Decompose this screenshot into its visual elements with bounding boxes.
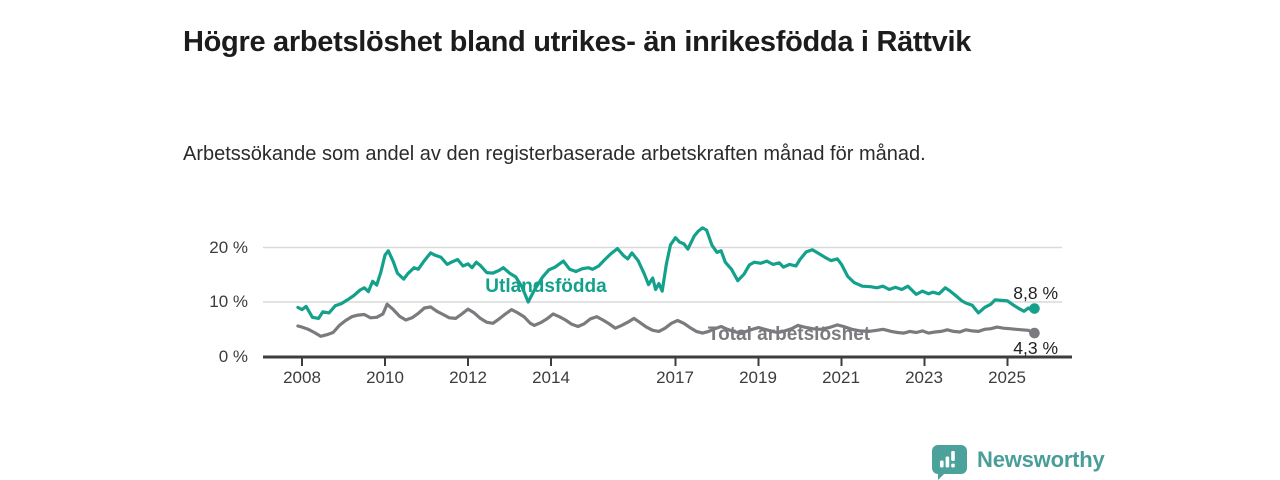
exclamation-dot: [951, 463, 955, 468]
series-label-total-arbetsloshet: Total arbetslöshet: [707, 324, 871, 345]
end-value-label-total: 4,3 %: [1013, 338, 1058, 358]
exclamation-bar: [951, 451, 955, 461]
brand-name: Newsworthy: [977, 447, 1105, 472]
series-label-utlandsfodda: Utlandsfödda: [485, 276, 607, 297]
series-end-dot-0: [1029, 303, 1040, 314]
x-tick-label-2025: 2025: [988, 368, 1026, 387]
series-line-0: [296, 226, 1037, 320]
page-title: Högre arbetslöshet bland utrikes- än inr…: [183, 26, 972, 59]
newsworthy-bubble-chart-icon: [932, 445, 967, 480]
y-tick-label-0: 0 %: [218, 347, 248, 366]
x-tick-label-2021: 2021: [822, 368, 860, 387]
x-tick-label-2023: 2023: [905, 368, 943, 387]
end-value-label-utlandsfodda: 8,8 %: [1013, 283, 1058, 303]
x-tick-label-2012: 2012: [449, 368, 487, 387]
x-tick-label-2010: 2010: [366, 368, 404, 387]
y-tick-label-10: 10 %: [209, 292, 248, 311]
series-end-dot-1: [1029, 327, 1040, 339]
bar-medium: [945, 456, 950, 468]
speech-bubble-shape: [932, 445, 967, 480]
x-tick-label-2014: 2014: [532, 368, 570, 387]
bar-short: [940, 460, 944, 468]
chart-subtitle: Arbetssökande som andel av den registerb…: [183, 143, 926, 165]
x-tick-label-2019: 2019: [739, 368, 777, 387]
y-tick-label-20: 20 %: [209, 238, 248, 257]
newsworthy-logo: Newsworthy: [932, 445, 1105, 480]
x-tick-label-2017: 2017: [656, 368, 694, 387]
x-tick-label-2008: 2008: [283, 368, 321, 387]
series-line-1: [296, 302, 1037, 338]
